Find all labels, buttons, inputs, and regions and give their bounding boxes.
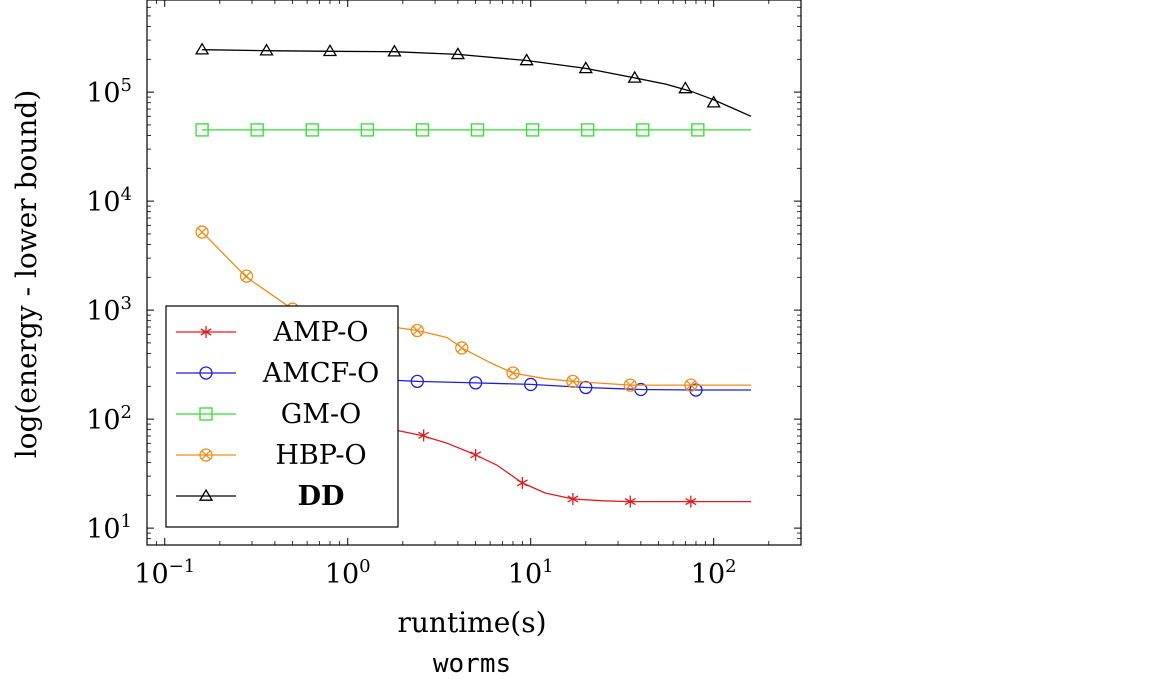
legend-item-amp-o: AMP-O — [176, 317, 369, 348]
marker-ring — [506, 366, 520, 380]
data-point-dd — [678, 81, 693, 94]
x-tick-label: 102 — [691, 556, 737, 590]
y-tick-label: 103 — [86, 293, 132, 327]
legend-marker — [199, 448, 213, 462]
legend-label: AMP-O — [272, 317, 368, 348]
marker-cross — [457, 343, 467, 353]
marker-ring — [455, 341, 469, 355]
data-point-hbp-o — [623, 378, 637, 392]
legend-marker — [199, 366, 213, 380]
data-point-amcf-o — [524, 377, 538, 392]
major-ticks — [147, 0, 801, 545]
x-tick-label: 101 — [508, 556, 554, 590]
marker-ring — [239, 269, 254, 283]
marker-ring — [623, 378, 637, 392]
marker-cross — [568, 376, 578, 387]
x-tick-label: 10−1 — [134, 556, 195, 590]
data-point-gm-o — [636, 123, 650, 137]
data-point-dd — [706, 95, 721, 108]
series-line-dd — [202, 49, 752, 117]
y-tick-label: 104 — [86, 184, 132, 218]
data-point-amcf-o — [410, 374, 424, 389]
legend-label: GM-O — [281, 399, 361, 430]
data-point-amp-o — [624, 495, 636, 508]
marker-cross — [508, 368, 518, 378]
data-point-gm-o — [470, 123, 485, 137]
data-point-hbp-o — [239, 269, 254, 283]
y-tick-label: 105 — [86, 75, 132, 109]
legend-item-hbp-o: HBP-O — [176, 440, 367, 471]
marker-ring — [195, 225, 209, 239]
legend-box — [165, 305, 399, 528]
plot-frame — [146, 0, 802, 546]
data-point-gm-o — [691, 123, 705, 137]
data-point-dd — [578, 61, 593, 74]
series-dd — [194, 42, 752, 117]
marker-cross — [241, 271, 252, 281]
series-gm-o — [195, 123, 751, 137]
data-point-dd — [387, 44, 402, 57]
y-tick-label: 102 — [86, 402, 132, 436]
data-point-hbp-o — [684, 378, 698, 392]
data-point-amcf-o — [468, 376, 483, 390]
marker-ring — [410, 323, 424, 338]
data-point-hbp-o — [506, 366, 520, 380]
x-tick-labels: 10−1 100 101 102 — [134, 556, 736, 590]
x-axis-label: runtime(s) — [398, 606, 547, 639]
data-point-amp-o — [685, 495, 697, 508]
data-point-dd — [519, 53, 534, 66]
data-point-dd — [627, 70, 642, 83]
marker-cross — [625, 380, 635, 390]
data-point-gm-o — [581, 123, 595, 137]
chart-title: worms — [433, 649, 511, 679]
data-point-hbp-o — [566, 374, 580, 389]
marker-cross — [412, 325, 422, 336]
marker-cross — [201, 450, 211, 460]
legend: AMP-O AMCF-O GM-O HBP-O DD — [165, 305, 399, 528]
data-point-dd — [259, 43, 274, 56]
legend-marker — [198, 488, 214, 501]
legend-label: AMCF-O — [262, 358, 380, 389]
data-point-gm-o — [415, 123, 430, 137]
data-point-hbp-o — [410, 323, 424, 338]
data-point-gm-o — [250, 123, 264, 137]
legend-item-amcf-o: AMCF-O — [176, 358, 379, 389]
data-point-gm-o — [305, 123, 319, 137]
x-tick-label: 100 — [325, 556, 371, 590]
data-point-amp-o — [418, 429, 430, 442]
data-point-amp-o — [470, 448, 482, 461]
data-point-hbp-o — [455, 341, 469, 355]
marker-ring — [684, 378, 698, 392]
marker-ring — [199, 448, 213, 462]
y-tick-label: 101 — [86, 511, 132, 545]
data-point-amp-o — [516, 476, 528, 489]
marker-cross — [197, 227, 207, 237]
y-axis-label: log(energy - lower bound) — [10, 90, 43, 459]
legend-label: DD — [298, 481, 345, 512]
data-point-dd — [194, 42, 210, 55]
legend-label: HBP-O — [275, 440, 366, 471]
data-point-gm-o — [525, 123, 540, 137]
data-point-hbp-o — [195, 225, 209, 239]
marker-ring — [566, 374, 580, 389]
data-point-dd — [450, 47, 466, 60]
marker-cross — [686, 380, 696, 390]
legend-marker — [200, 326, 212, 338]
legend-item-dd: DD — [176, 481, 344, 512]
data-point-amcf-o — [579, 380, 593, 395]
data-point-amcf-o — [689, 383, 703, 397]
data-point-amp-o — [567, 492, 579, 505]
data-point-gm-o — [195, 123, 209, 137]
minor-ticks — [147, 0, 801, 545]
legend-item-gm-o: GM-O — [176, 399, 361, 430]
data-point-dd — [322, 43, 338, 57]
data-point-gm-o — [360, 123, 374, 137]
y-tick-labels: 101 102 103 104 105 — [86, 75, 132, 545]
legend-marker — [199, 407, 213, 421]
